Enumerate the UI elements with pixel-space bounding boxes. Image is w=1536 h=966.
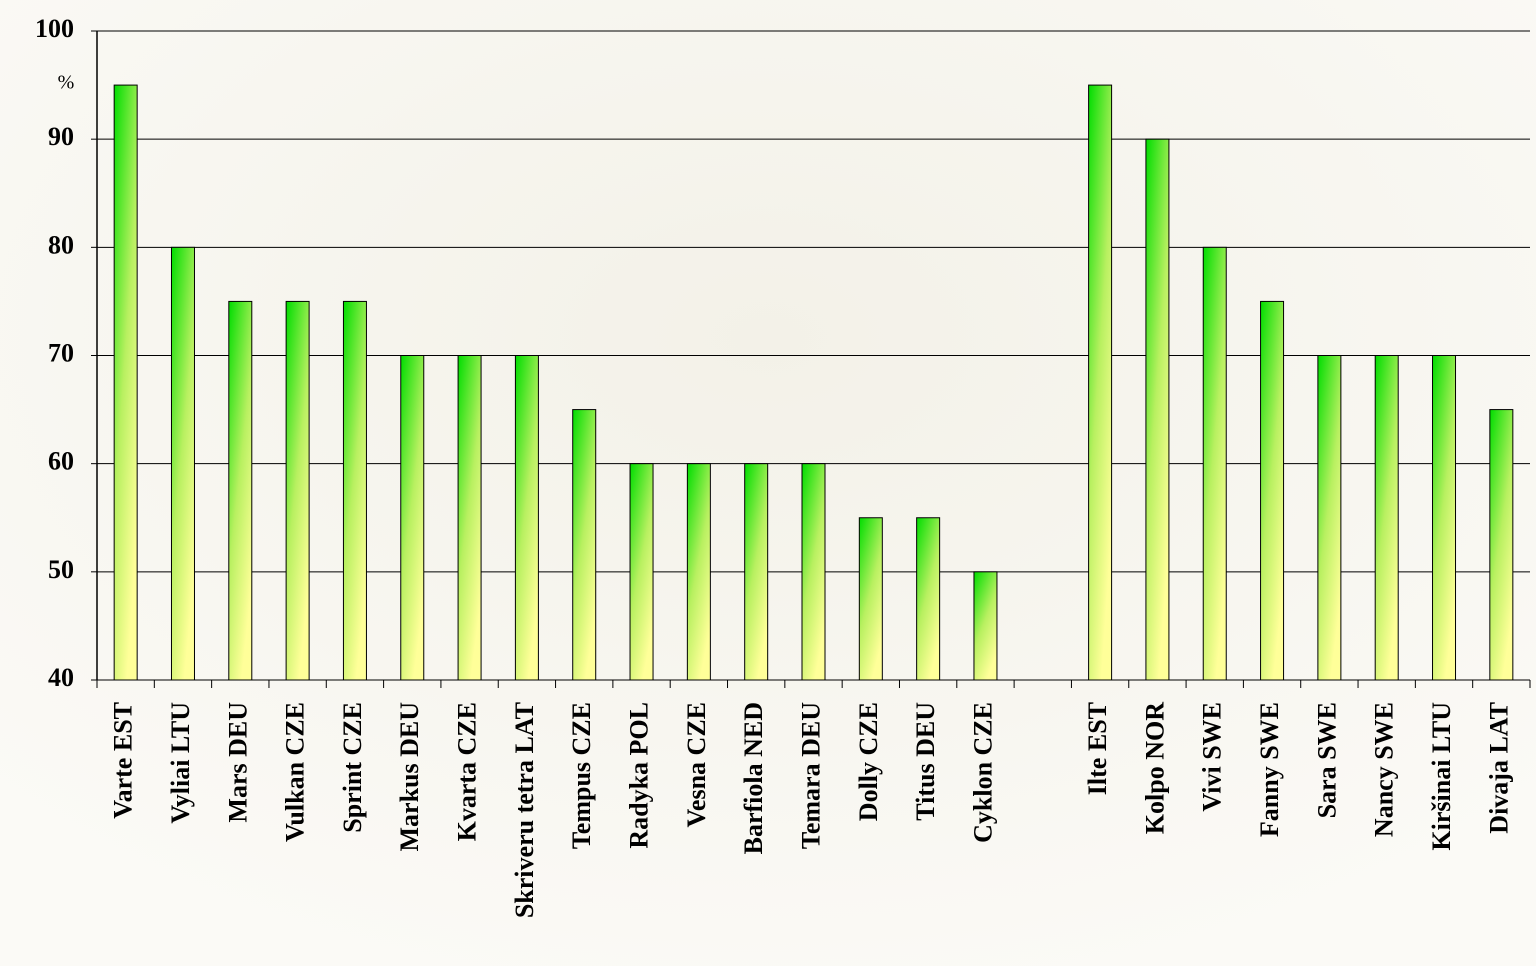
y-axis-label: %: [58, 72, 75, 94]
bar: [859, 518, 882, 680]
x-tick-label: Cyklon CZE: [968, 702, 997, 843]
bar: [917, 518, 940, 680]
bar: [1089, 85, 1112, 680]
x-tick-label: Ilte EST: [1083, 702, 1112, 795]
bar: [802, 464, 825, 680]
x-tick-label: Fanny SWE: [1255, 702, 1284, 837]
x-tick-label: Varte EST: [109, 702, 138, 819]
bar: [1203, 247, 1226, 680]
bar: [343, 301, 366, 680]
x-tick-label: Titus DEU: [911, 702, 940, 821]
y-tick-label: 70: [48, 338, 74, 367]
y-tick-label: 90: [48, 122, 74, 151]
x-tick-label: Kolpo NOR: [1140, 702, 1169, 834]
x-tick-label: Vivi SWE: [1198, 702, 1227, 812]
bar: [114, 85, 137, 680]
x-tick-label: Tempus CZE: [567, 702, 596, 849]
x-tick-label: Kvarta CZE: [453, 702, 482, 841]
x-tick-label: Vulkan CZE: [281, 702, 310, 842]
bar: [1318, 356, 1341, 681]
bar: [171, 247, 194, 680]
bar: [1146, 139, 1169, 680]
bar: [286, 301, 309, 680]
x-tick-label: Vesna CZE: [682, 702, 711, 827]
bar: [630, 464, 653, 680]
x-tick-label: Dolly CZE: [854, 702, 883, 821]
bar: [687, 464, 710, 680]
x-tick-label: Vyliai LTU: [166, 702, 195, 824]
bar: [1490, 410, 1513, 680]
x-tick-label: Sprint CZE: [338, 702, 367, 833]
bar: [1261, 301, 1284, 680]
x-tick-label: Barfiola NED: [739, 702, 768, 854]
x-tick-label: Mars DEU: [223, 702, 252, 823]
x-tick-label: Kiršinai LTU: [1427, 702, 1456, 851]
bar: [1433, 356, 1456, 681]
y-tick-label: 50: [48, 555, 74, 584]
bar: [229, 301, 252, 680]
bar: [1375, 356, 1398, 681]
y-tick-label: 80: [48, 230, 74, 259]
bar: [573, 410, 596, 680]
x-tick-label: Nancy SWE: [1370, 702, 1399, 837]
y-tick-label: 60: [48, 447, 74, 476]
y-tick-label: 100: [35, 14, 74, 43]
x-tick-label: Temara DEU: [796, 702, 825, 849]
chart: % 40 50 60 70 80 90 100 Varte EST Vyliai LTU Mars…: [0, 0, 1536, 966]
bar: [458, 356, 481, 681]
x-tick-label: Radyka POL: [625, 702, 654, 849]
bar: [974, 572, 997, 680]
x-tick-label: Divaja LAT: [1484, 702, 1513, 834]
bar: [515, 356, 538, 681]
bar: [401, 356, 424, 681]
bar: [745, 464, 768, 680]
x-tick-label: Markus DEU: [395, 702, 424, 852]
x-tick-label: Sara SWE: [1312, 702, 1341, 818]
y-tick-label: 40: [48, 663, 74, 692]
x-tick-label: Skriveru tetra LAT: [510, 702, 539, 918]
